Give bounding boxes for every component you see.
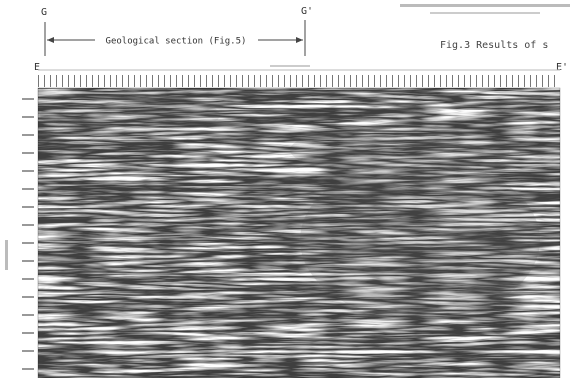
profile-caption bbox=[270, 65, 310, 67]
depth-ticks bbox=[22, 88, 34, 378]
arrow bbox=[47, 37, 54, 43]
page: {"header": {"left_marker": "G", "right_m… bbox=[0, 0, 579, 378]
reflector-zone bbox=[290, 125, 510, 175]
figure: G G' Geological section (Fig.5) Fig.3 Re… bbox=[0, 0, 579, 378]
marker: G' bbox=[301, 6, 313, 17]
reflector-zone bbox=[40, 95, 220, 135]
scale-labels bbox=[430, 12, 540, 14]
arrow bbox=[296, 37, 303, 43]
profile-start: E bbox=[34, 62, 40, 73]
figure-title: Fig.3 Results of s bbox=[440, 40, 548, 51]
marker: G bbox=[41, 7, 47, 18]
depth-axis-label bbox=[5, 240, 8, 270]
profile-end: E' bbox=[556, 62, 568, 73]
reflector-zone bbox=[300, 160, 540, 320]
scale-bar bbox=[400, 4, 570, 7]
shot-ticks bbox=[38, 75, 560, 87]
section-label: Geological section (Fig.5) bbox=[106, 37, 247, 47]
